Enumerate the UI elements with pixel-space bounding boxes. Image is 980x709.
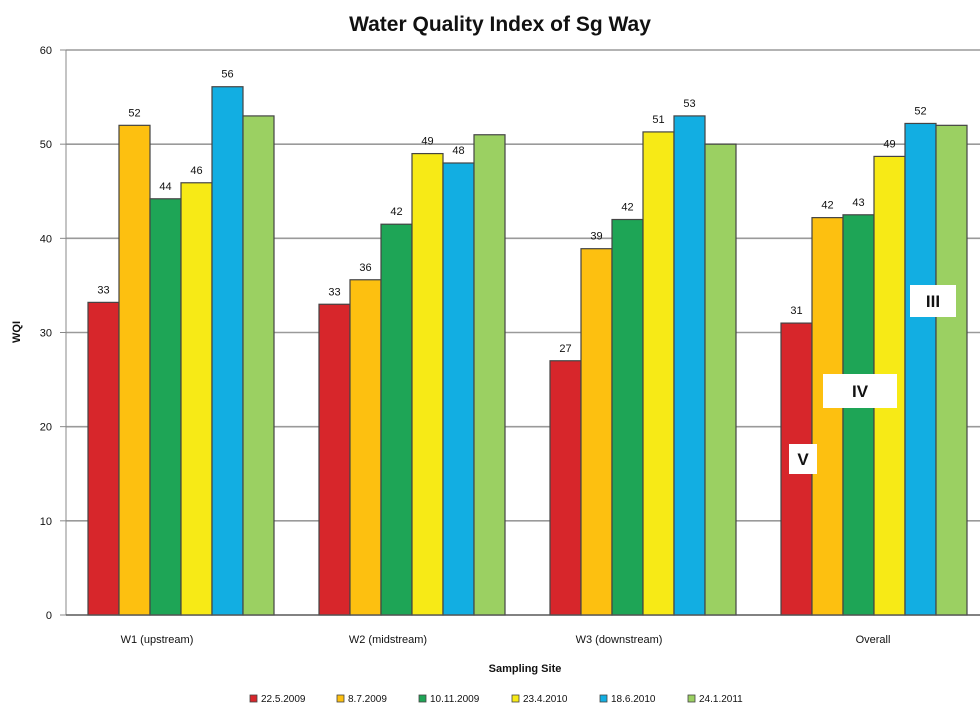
data-label: 42 [390, 206, 402, 218]
bar [673, 115, 706, 616]
legend-swatch [336, 694, 345, 703]
bar [349, 279, 382, 616]
bar [611, 218, 644, 616]
legend-swatch [599, 694, 608, 703]
x-tick-label: W2 (midstream) [349, 634, 427, 646]
data-label: 52 [128, 107, 140, 119]
class-annotations: V IV III [789, 285, 956, 474]
chart-title: Water Quality Index of Sg Way [349, 13, 651, 36]
data-label: 42 [621, 202, 633, 214]
bar [242, 115, 275, 616]
legend-label: 10.11.2009 [430, 694, 480, 705]
annotation-box [910, 285, 956, 317]
legend-swatch [249, 694, 258, 703]
bar [642, 131, 675, 616]
data-label: 36 [359, 262, 371, 274]
y-tick-label: 40 [40, 233, 52, 245]
bar [442, 162, 475, 616]
data-label: 52 [914, 105, 926, 117]
data-label: 46 [190, 165, 202, 177]
legend-swatch [418, 694, 427, 703]
bar [118, 124, 151, 616]
bar [704, 143, 737, 616]
legend-label: 22.5.2009 [261, 694, 306, 705]
bar [842, 214, 875, 616]
data-label: 42 [821, 200, 833, 212]
bar [904, 122, 937, 616]
x-tick-label: W1 (upstream) [121, 634, 194, 646]
y-axis-label: WQI [11, 321, 23, 343]
bar [87, 301, 120, 616]
y-axis-ticks: 0 10 20 30 40 50 60 [40, 45, 66, 622]
data-label: 39 [590, 231, 602, 243]
y-tick-label: 60 [40, 45, 52, 57]
bar [549, 360, 582, 616]
x-tick-label: W3 (downstream) [576, 634, 663, 646]
x-axis-label: Sampling Site [489, 663, 562, 675]
data-label: 48 [452, 145, 464, 157]
legend-swatch [687, 694, 696, 703]
y-tick-label: 30 [40, 328, 52, 340]
data-label: 49 [421, 136, 433, 148]
data-label: 33 [328, 286, 340, 298]
bar [380, 223, 413, 616]
bar [180, 182, 213, 616]
annotation-box [789, 444, 817, 474]
y-tick-label: 0 [46, 610, 52, 622]
legend-label: 24.1.2011 [699, 694, 743, 705]
y-tick-label: 20 [40, 422, 52, 434]
y-tick-label: 50 [40, 139, 52, 151]
bar [149, 198, 182, 616]
legend-label: 18.6.2010 [611, 694, 656, 705]
data-label: 44 [159, 181, 171, 193]
legend-label: 23.4.2010 [523, 694, 568, 705]
data-label: 56 [221, 69, 233, 81]
data-label: 31 [790, 305, 802, 317]
x-tick-label: Overall [856, 634, 891, 646]
y-tick-label: 10 [40, 516, 52, 528]
data-label: 33 [97, 284, 109, 296]
legend-label: 8.7.2009 [348, 694, 387, 705]
legend: 22.5.2009 8.7.2009 10.11.2009 23.4.2010 18.6… [249, 694, 743, 705]
annotation-box [823, 374, 897, 408]
bar [411, 152, 444, 616]
bar [935, 124, 968, 616]
bar [473, 134, 506, 616]
legend-swatch [511, 694, 520, 703]
bar [811, 217, 844, 616]
data-label: 43 [852, 197, 864, 209]
data-label: 49 [883, 138, 895, 150]
bar-series [87, 86, 968, 616]
x-axis-ticks: W1 (upstream) W2 (midstream) W3 (downstrea… [66, 614, 980, 646]
data-label: 53 [683, 98, 695, 110]
annotation-label: IV [852, 382, 869, 401]
bar [211, 86, 244, 616]
bar [580, 248, 613, 616]
data-label: 27 [559, 343, 571, 355]
data-label: 51 [652, 114, 664, 126]
data-labels: 33 33 27 31 52 36 39 42 44 42 42 43 46 49 51 49 56 48 53 52 [97, 69, 926, 355]
annotation-label: V [797, 450, 809, 469]
bar [318, 303, 351, 616]
annotation-label: III [926, 292, 940, 311]
